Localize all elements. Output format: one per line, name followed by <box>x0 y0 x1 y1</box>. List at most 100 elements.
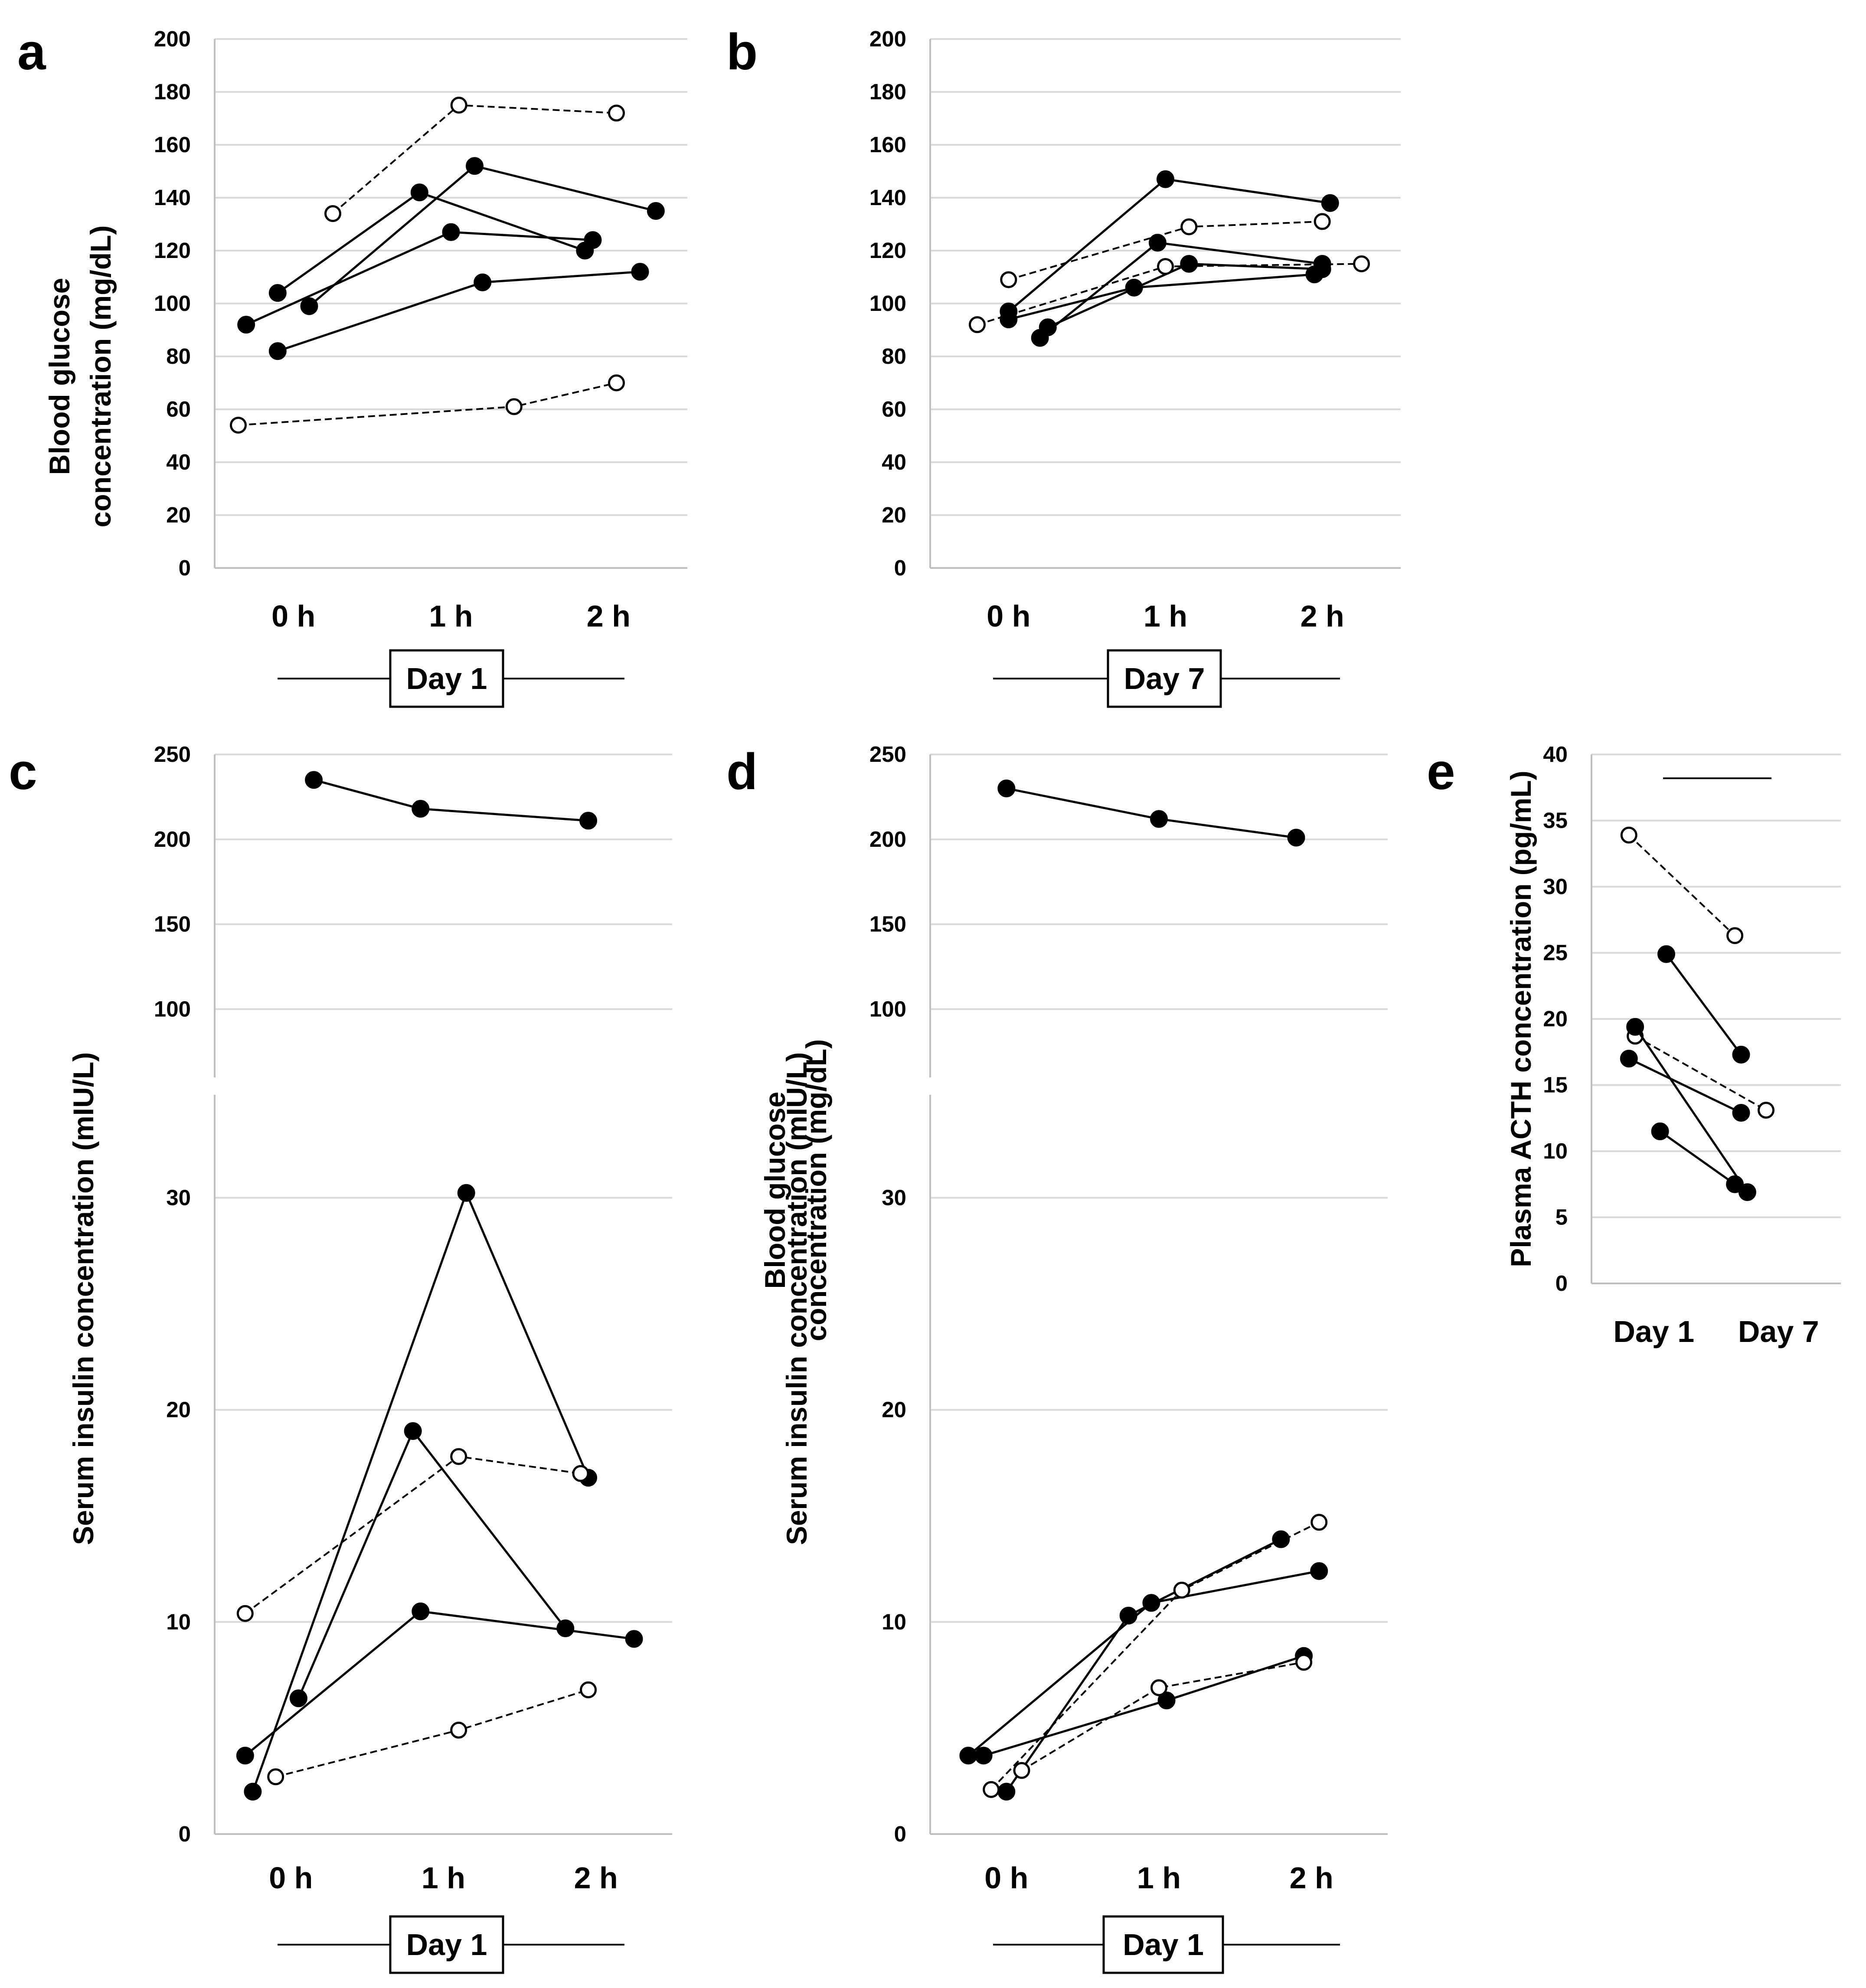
x-tick-label: 2 h <box>587 599 631 633</box>
group-label: Day 1 <box>406 662 487 695</box>
y-tick-label: 5 <box>1556 1205 1568 1230</box>
x-tick-label: 1 h <box>429 599 473 633</box>
y-tick-label: 180 <box>154 79 191 104</box>
y-tick-label: 0 <box>179 555 191 580</box>
series-5 <box>236 1448 589 1622</box>
data-point <box>1726 927 1744 944</box>
series-1 <box>268 183 594 302</box>
group-label-box <box>1102 1915 1224 1974</box>
y-tick-label: 15 <box>1543 1073 1568 1097</box>
y-tick-label: 40 <box>166 450 191 474</box>
y-tick-label: 60 <box>166 397 191 421</box>
series-line <box>1008 273 1315 321</box>
series-6 <box>1651 1122 1744 1193</box>
data-point <box>1287 829 1305 847</box>
data-point <box>579 812 598 830</box>
data-point <box>1013 1762 1030 1779</box>
data-point <box>959 1746 977 1765</box>
panel-a: a 0 20 40 60 80 100 120 140 160 180 200 Blood glucos… <box>17 23 687 708</box>
data-point <box>631 263 649 281</box>
y-tick-label: 0 <box>894 1822 906 1846</box>
y-tick-label: 200 <box>154 827 191 852</box>
y-tick-label: 140 <box>154 185 191 210</box>
data-point <box>237 316 255 334</box>
data-point <box>1353 255 1370 272</box>
group-label: Day 7 <box>1124 662 1205 695</box>
data-point <box>412 800 430 818</box>
data-point <box>410 183 428 202</box>
group-label: Day 1 <box>1123 1928 1204 1962</box>
x-tick-label: 0 h <box>984 1861 1028 1895</box>
panel-b: b 0 20 40 60 80 100 120 140 160 180 200 Blood glucos… <box>726 23 1401 1341</box>
series-line <box>1628 834 1736 937</box>
y-axis-label: concentration (mg/dL) <box>800 1039 832 1342</box>
x-tick-label: 1 h <box>1137 1861 1181 1895</box>
data-point <box>442 223 460 241</box>
series-2 <box>959 1562 1328 1765</box>
series-2 <box>300 157 665 315</box>
y-tick-label: 10 <box>166 1609 191 1634</box>
data-point <box>412 1602 430 1620</box>
data-point <box>1620 1050 1638 1067</box>
data-point <box>1173 1581 1190 1599</box>
data-point <box>1180 218 1198 235</box>
y-tick-label: 140 <box>869 185 906 210</box>
series-3 <box>997 1530 1290 1801</box>
data-point <box>1157 258 1174 275</box>
x-tick-label: 2 h <box>1301 599 1344 633</box>
panel-c: c 0 10 20 30 100 150 200 250 Serum insulin concen… <box>9 742 672 1974</box>
series-4 <box>974 1647 1313 1765</box>
y-tick-label: 150 <box>154 912 191 937</box>
series-5 <box>324 97 625 222</box>
data-point <box>244 1782 262 1801</box>
y-tick-label: 100 <box>154 996 191 1021</box>
data-point <box>1732 1045 1750 1064</box>
series-4 <box>1039 255 1331 336</box>
y-tick-label: 10 <box>882 1609 906 1634</box>
y-tick-label: 160 <box>154 132 191 157</box>
y-tick-label: 80 <box>166 344 191 369</box>
data-point <box>1310 1562 1328 1580</box>
data-point <box>450 1448 467 1465</box>
series-line <box>1659 1130 1736 1185</box>
y-tick-label: 60 <box>882 397 906 421</box>
data-point <box>1157 1691 1176 1710</box>
y-tick-label: 20 <box>166 503 191 527</box>
data-point <box>236 1746 254 1765</box>
series-6 <box>1013 1654 1313 1779</box>
series-2 <box>1657 945 1750 1064</box>
x-tick-label: Day 1 <box>1613 1315 1694 1348</box>
y-tick-label: 10 <box>1543 1139 1568 1163</box>
y-axis-label: Serum insulin concentration (mIU/L) <box>67 1052 99 1545</box>
series-line <box>297 1429 566 1699</box>
data-point <box>572 1465 589 1482</box>
series-6 <box>969 255 1370 333</box>
group-label-box <box>1107 649 1222 708</box>
series-line <box>1628 1058 1742 1114</box>
x-tick-label: 2 h <box>574 1861 618 1895</box>
data-point <box>1314 213 1331 230</box>
y-tick-label: 100 <box>869 996 906 1021</box>
series-6 <box>230 374 625 434</box>
data-point <box>1321 194 1339 212</box>
data-point <box>1150 810 1168 828</box>
y-axis-label: concentration (mg/dL) <box>85 225 117 528</box>
data-point <box>1180 255 1198 273</box>
data-point <box>450 1721 467 1739</box>
data-point <box>1732 1104 1750 1122</box>
series-2 <box>244 1184 598 1801</box>
data-point <box>236 1605 254 1622</box>
data-point <box>1000 310 1018 329</box>
y-tick-label: 120 <box>869 238 906 263</box>
y-tick-label: 25 <box>1543 940 1568 965</box>
y-tick-label: 30 <box>882 1185 906 1210</box>
y-axis-label: Blood glucose <box>759 1092 791 1289</box>
y-tick-label: 30 <box>1543 874 1568 899</box>
x-tick-label: Day 7 <box>1738 1315 1819 1348</box>
data-point <box>1119 1606 1137 1625</box>
axis-break <box>211 1077 218 1095</box>
x-tick-label: 1 h <box>422 1861 465 1895</box>
data-point <box>300 297 318 315</box>
series-5 <box>983 1514 1328 1798</box>
